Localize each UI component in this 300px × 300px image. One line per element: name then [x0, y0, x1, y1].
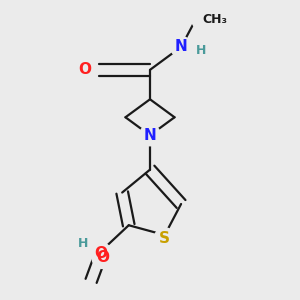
Text: N: N — [175, 39, 188, 54]
Circle shape — [74, 59, 95, 80]
Text: H: H — [196, 44, 206, 57]
Circle shape — [190, 40, 211, 61]
Circle shape — [154, 228, 175, 249]
Circle shape — [171, 37, 191, 57]
Text: CH₃: CH₃ — [202, 13, 227, 26]
Text: S: S — [159, 231, 170, 246]
Text: O: O — [78, 62, 91, 77]
Circle shape — [91, 243, 111, 263]
Circle shape — [92, 248, 113, 268]
Text: N: N — [144, 128, 156, 143]
Text: O: O — [94, 246, 107, 261]
Text: H: H — [78, 237, 88, 250]
Circle shape — [192, 9, 213, 30]
Circle shape — [140, 125, 160, 146]
Text: O: O — [96, 250, 109, 266]
Circle shape — [73, 233, 93, 254]
